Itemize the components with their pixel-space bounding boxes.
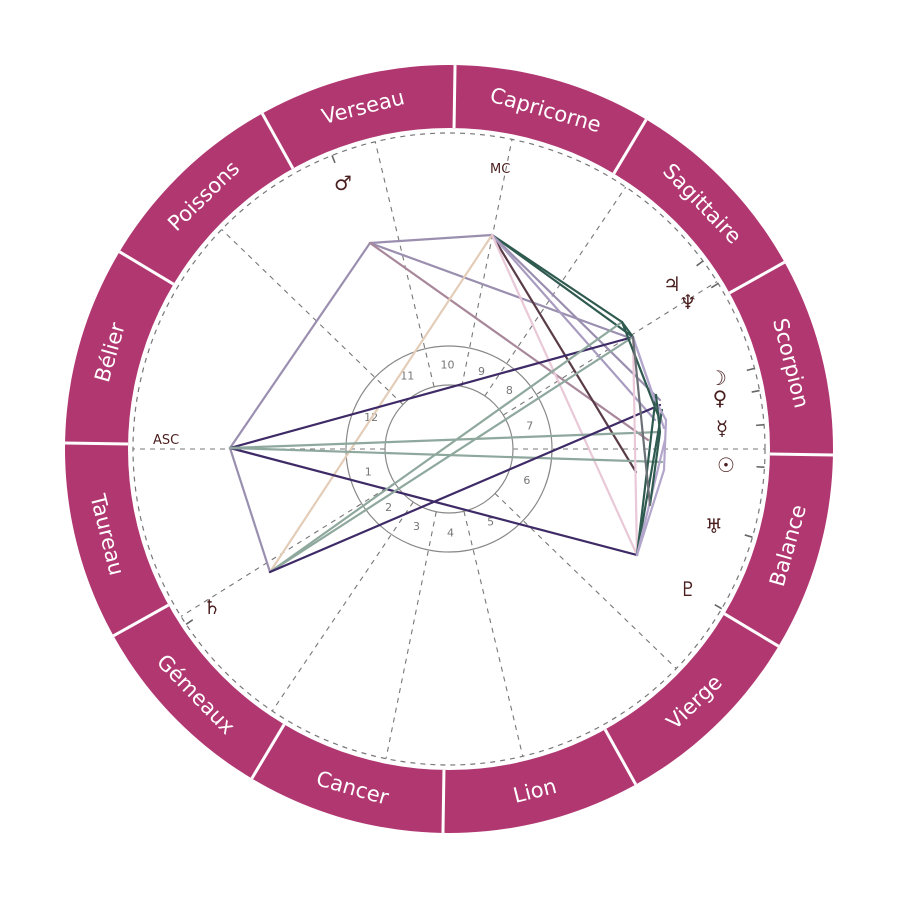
aspect-line xyxy=(635,468,666,557)
sign-divider xyxy=(452,65,457,129)
axis-labels: ASC MC xyxy=(153,162,510,448)
asc-label: ASC xyxy=(153,433,179,448)
sign-divider xyxy=(260,112,295,170)
planet-tick xyxy=(744,534,753,538)
sign-divider xyxy=(769,452,833,457)
uranus-icon: ♅ xyxy=(705,514,723,538)
neptune-icon: ♆ xyxy=(679,290,697,314)
house-number-10: 10 xyxy=(441,359,455,372)
sign-divider xyxy=(612,118,648,175)
aspect-line xyxy=(662,418,668,472)
house-cusp-4 xyxy=(385,511,437,759)
aspect-line xyxy=(635,408,664,557)
aspect-line xyxy=(228,430,662,450)
mercury-icon: ☿ xyxy=(716,416,728,440)
house-ring-inner xyxy=(384,384,514,514)
aspect-line xyxy=(648,430,662,507)
house-number-6: 6 xyxy=(523,474,530,487)
house-cusps xyxy=(133,139,765,759)
sign-divider xyxy=(118,250,175,286)
planet-tick xyxy=(696,260,704,267)
sign-divider xyxy=(65,441,129,446)
planet-tick xyxy=(331,155,336,164)
planet-tick xyxy=(714,603,723,610)
aspect-line xyxy=(490,233,635,339)
planet-glyphs: ♂ ♃♆ ☽♀ ☿ ☉ ♅ ♇ ♄ xyxy=(185,155,765,625)
aspect-line xyxy=(228,335,635,450)
house-cusp-5 xyxy=(463,511,524,757)
aspect-line xyxy=(490,233,662,402)
aspect-line xyxy=(268,233,494,574)
mc-label: MC xyxy=(490,162,510,177)
house-cusp-10 xyxy=(461,139,513,387)
aspect-line xyxy=(654,393,662,434)
aspect-line xyxy=(228,241,372,450)
aspect-line xyxy=(631,335,639,557)
aspect-line xyxy=(228,446,272,574)
sign-divider xyxy=(112,603,170,638)
aspect-line xyxy=(228,446,664,464)
aspect-line xyxy=(631,335,656,400)
house-cusp-9 xyxy=(484,186,627,397)
house-number-7: 7 xyxy=(526,419,533,432)
planet-tick xyxy=(746,367,755,372)
aspect-line xyxy=(620,320,662,422)
planet-tick xyxy=(185,619,194,625)
sun-icon: ☉ xyxy=(717,453,735,477)
saturn-icon: ♄ xyxy=(203,595,221,619)
house-cusp-2 xyxy=(180,482,396,617)
house-cusp-12 xyxy=(221,229,404,405)
house-numbers: 123456789101112 xyxy=(364,359,533,540)
house-cusp-3 xyxy=(271,501,414,712)
house-number-2: 2 xyxy=(385,501,392,514)
house-cusp-6 xyxy=(494,493,677,669)
aspect-line xyxy=(368,241,632,340)
house-number-11: 11 xyxy=(400,370,414,383)
sign-divider xyxy=(250,723,286,780)
house-cusp-8 xyxy=(502,281,718,416)
venus-icon: ♀ xyxy=(713,386,728,410)
moon-icon: ☽ xyxy=(709,366,727,390)
dashed-outer-circle xyxy=(132,132,766,766)
aspect-line xyxy=(368,241,650,442)
sign-divider xyxy=(603,728,638,786)
aspect-line xyxy=(268,320,624,574)
planet-tick xyxy=(710,282,719,289)
house-ring-outer xyxy=(345,345,553,553)
house-cusp-11 xyxy=(374,141,435,387)
house-number-8: 8 xyxy=(506,384,513,397)
sign-divider xyxy=(441,769,446,833)
planet-tick xyxy=(756,423,765,427)
sign-divider xyxy=(723,612,780,648)
planet-tick xyxy=(751,389,760,393)
house-number-4: 4 xyxy=(447,526,454,539)
pluto-icon: ♇ xyxy=(679,577,697,601)
aspect-line xyxy=(490,233,639,557)
aspect-line xyxy=(368,233,494,245)
mars-icon: ♂ xyxy=(334,171,352,195)
aspect-line xyxy=(490,233,657,422)
aspect-lines xyxy=(228,233,668,574)
house-number-5: 5 xyxy=(487,515,494,528)
aspect-line xyxy=(631,335,652,507)
house-number-9: 9 xyxy=(478,365,485,378)
sign-divider xyxy=(728,260,786,295)
house-number-1: 1 xyxy=(365,466,372,479)
aspect-line xyxy=(490,233,638,474)
jupiter-icon: ♃ xyxy=(663,272,681,296)
aspect-line xyxy=(268,403,662,574)
house-number-3: 3 xyxy=(413,520,420,533)
aspect-line xyxy=(268,335,635,574)
